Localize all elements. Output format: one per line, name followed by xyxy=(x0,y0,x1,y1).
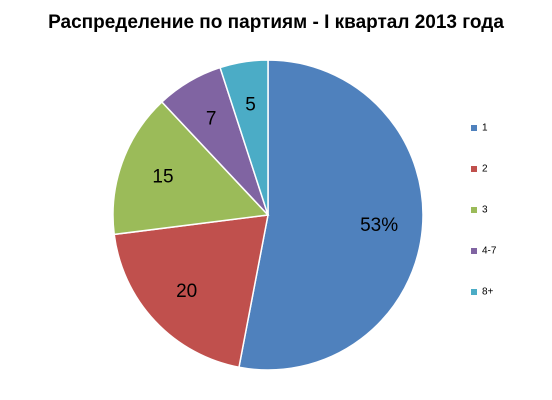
legend-swatch-5 xyxy=(471,289,477,295)
pie-slice-3 xyxy=(112,100,270,236)
pie-slice-5 xyxy=(219,59,269,216)
chart-title: Распределение по партиям - I квартал 201… xyxy=(48,12,504,33)
legend-swatch-1 xyxy=(471,125,477,131)
slice-labels: 53% 20 15 7 5 xyxy=(152,94,398,302)
legend-label-4: 4-7 xyxy=(482,246,497,257)
legend-label-1: 1 xyxy=(482,123,488,134)
pie-slice-2 xyxy=(113,214,269,369)
slice-label-4: 7 xyxy=(206,108,217,129)
legend-swatch-3 xyxy=(471,207,477,213)
legend-swatch-4 xyxy=(471,248,477,254)
legend-label-5: 8+ xyxy=(482,287,494,298)
legend-swatch-2 xyxy=(471,166,477,172)
pie-slices xyxy=(112,59,424,371)
slice-label-5: 5 xyxy=(245,94,256,115)
slice-label-3: 15 xyxy=(152,167,173,188)
legend: 1 2 3 4-7 8+ xyxy=(471,123,497,298)
slice-label-1: 53% xyxy=(360,215,398,236)
pie-slice-1 xyxy=(238,59,424,371)
legend-label-2: 2 xyxy=(482,164,488,175)
slice-label-2: 20 xyxy=(176,281,197,302)
legend-label-3: 3 xyxy=(482,205,488,216)
